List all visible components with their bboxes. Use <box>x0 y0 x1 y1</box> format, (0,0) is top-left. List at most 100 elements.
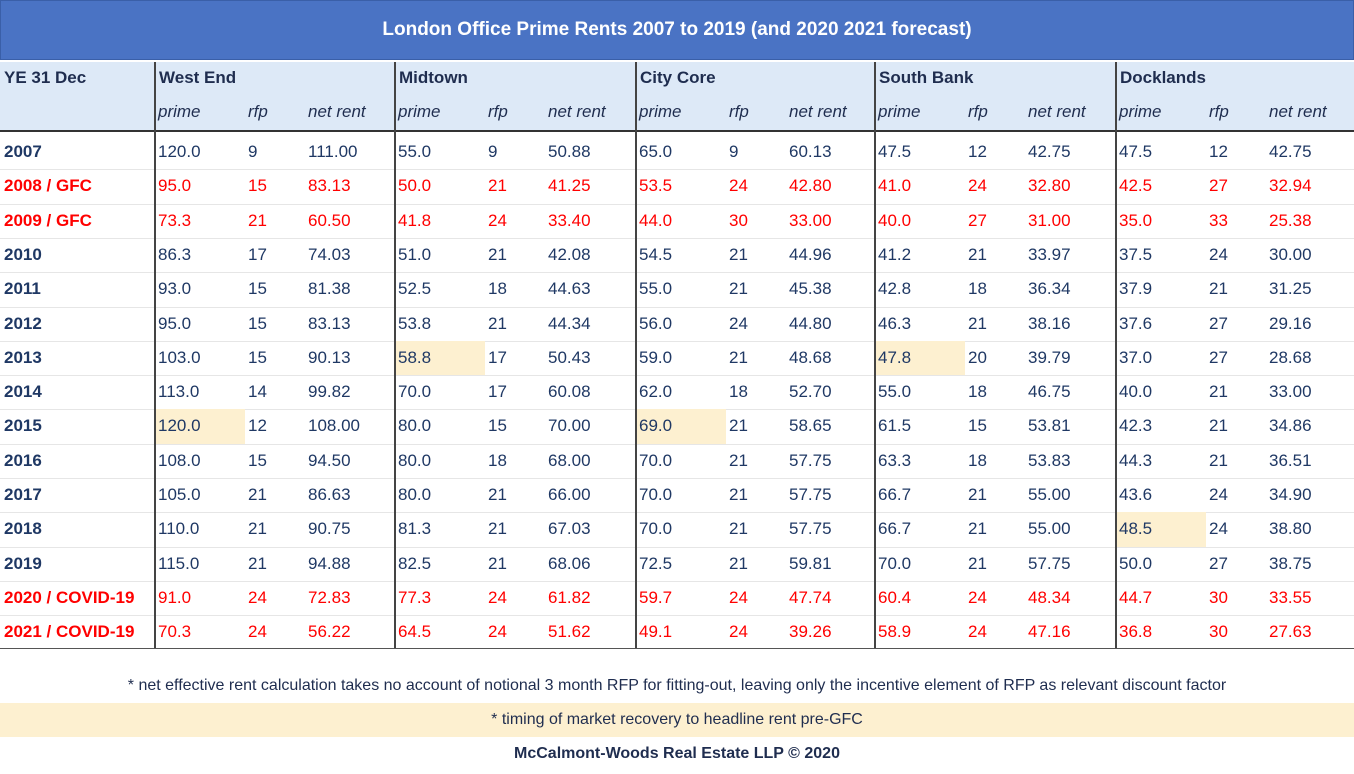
cell: 33.55 <box>1269 587 1312 607</box>
cell: 57.75 <box>789 485 832 504</box>
cell: 55.0 <box>878 382 912 402</box>
cell: 39.79 <box>1028 347 1071 367</box>
cell: 34.90 <box>1269 485 1312 504</box>
cell: 24 <box>248 622 267 642</box>
cell: 60.13 <box>789 142 832 161</box>
cell: 36.51 <box>1269 450 1312 470</box>
row-rule <box>0 443 1354 445</box>
cell: 21 <box>729 347 748 367</box>
cell: 70.00 <box>548 416 591 436</box>
cell: 56.22 <box>308 622 351 642</box>
cell: 120.0 <box>158 416 201 436</box>
cell-highlight <box>875 340 965 376</box>
cell: 21 <box>968 313 987 333</box>
cell: 34.86 <box>1269 416 1312 436</box>
cell: 55.00 <box>1028 519 1071 539</box>
cell-highlight <box>1116 512 1206 547</box>
title: London Office Prime Rents 2007 to 2019 (… <box>382 19 972 40</box>
cell: 33.40 <box>548 210 591 230</box>
cell: 42.08 <box>548 244 591 264</box>
cell: 46.3 <box>878 313 912 333</box>
cell: 60.4 <box>878 587 912 607</box>
cell: 80.0 <box>398 485 432 504</box>
cell: 36.8 <box>1119 622 1153 642</box>
cell: 24 <box>488 622 507 642</box>
cell: 21 <box>1209 416 1228 436</box>
cell: 103.0 <box>158 347 201 367</box>
cell: 58.65 <box>789 416 832 436</box>
column-header: net rent <box>308 102 366 121</box>
group-header: West End <box>159 68 237 87</box>
cell: 21 <box>729 485 748 504</box>
cell: 58.8 <box>398 347 432 367</box>
cell: 80.0 <box>398 416 432 436</box>
cell: 59.81 <box>789 553 832 573</box>
cell: 93.0 <box>158 279 192 299</box>
cell: 25.38 <box>1269 210 1312 230</box>
cell: 50.0 <box>398 176 432 196</box>
year-header: YE 31 Dec <box>4 68 87 87</box>
cell: 21 <box>1209 450 1228 470</box>
cell: 21 <box>248 210 267 230</box>
cell: 53.8 <box>398 313 432 333</box>
cell: 20 <box>968 347 987 367</box>
row-label: 2015 <box>4 416 42 436</box>
row-label: 2009 / GFC <box>4 210 92 230</box>
cell: 12 <box>1209 142 1228 161</box>
cell: 50.0 <box>1119 553 1153 573</box>
cell: 18 <box>968 450 987 470</box>
cell: 24 <box>729 313 748 333</box>
cell: 33.00 <box>789 210 832 230</box>
row-label: 2017 <box>4 485 42 504</box>
cell: 70.0 <box>639 485 673 504</box>
cell: 43.6 <box>1119 485 1153 504</box>
cell: 24 <box>729 587 748 607</box>
cell: 59.0 <box>639 347 673 367</box>
row-label: 2007 <box>4 142 42 161</box>
row-rule <box>0 615 1354 617</box>
cell: 60.50 <box>308 210 351 230</box>
cell: 32.94 <box>1269 176 1312 196</box>
cell: 33 <box>1209 210 1228 230</box>
cell: 15 <box>248 176 267 196</box>
cell: 31.00 <box>1028 210 1071 230</box>
cell: 47.8 <box>878 347 912 367</box>
cell: 21 <box>729 450 748 470</box>
cell: 44.96 <box>789 244 832 264</box>
cell: 41.2 <box>878 244 912 264</box>
cell: 69.0 <box>639 416 673 436</box>
cell: 41.0 <box>878 176 912 196</box>
cell: 36.34 <box>1028 279 1071 299</box>
cell: 38.80 <box>1269 519 1312 539</box>
cell: 70.0 <box>398 382 432 402</box>
cell-highlight <box>636 409 726 444</box>
cell: 66.7 <box>878 519 912 539</box>
cell: 86.3 <box>158 244 192 264</box>
row-label: 2010 <box>4 244 42 264</box>
cell: 24 <box>1209 519 1228 539</box>
cell: 57.75 <box>789 450 832 470</box>
cell: 37.0 <box>1119 347 1153 367</box>
cell: 42.80 <box>789 176 832 196</box>
cell: 9 <box>729 142 739 161</box>
cell: 60.08 <box>548 382 591 402</box>
cell: 42.8 <box>878 279 912 299</box>
row-rule <box>0 306 1354 308</box>
cell: 41.25 <box>548 176 591 196</box>
cell: 68.00 <box>548 450 591 470</box>
row-label: 2016 <box>4 450 42 470</box>
cell: 48.5 <box>1119 519 1153 539</box>
cell: 42.75 <box>1269 142 1312 161</box>
cell: 9 <box>248 142 258 161</box>
cell: 47.5 <box>878 142 912 161</box>
group-header: Docklands <box>1120 68 1206 87</box>
group-separator <box>1115 62 1117 648</box>
cell: 70.0 <box>639 450 673 470</box>
cell: 37.6 <box>1119 313 1153 333</box>
cell: 54.5 <box>639 244 673 264</box>
row-rule <box>0 169 1354 171</box>
cell: 48.68 <box>789 347 832 367</box>
cell: 15 <box>248 279 267 299</box>
row-rule <box>0 546 1354 548</box>
cell: 9 <box>488 142 498 161</box>
